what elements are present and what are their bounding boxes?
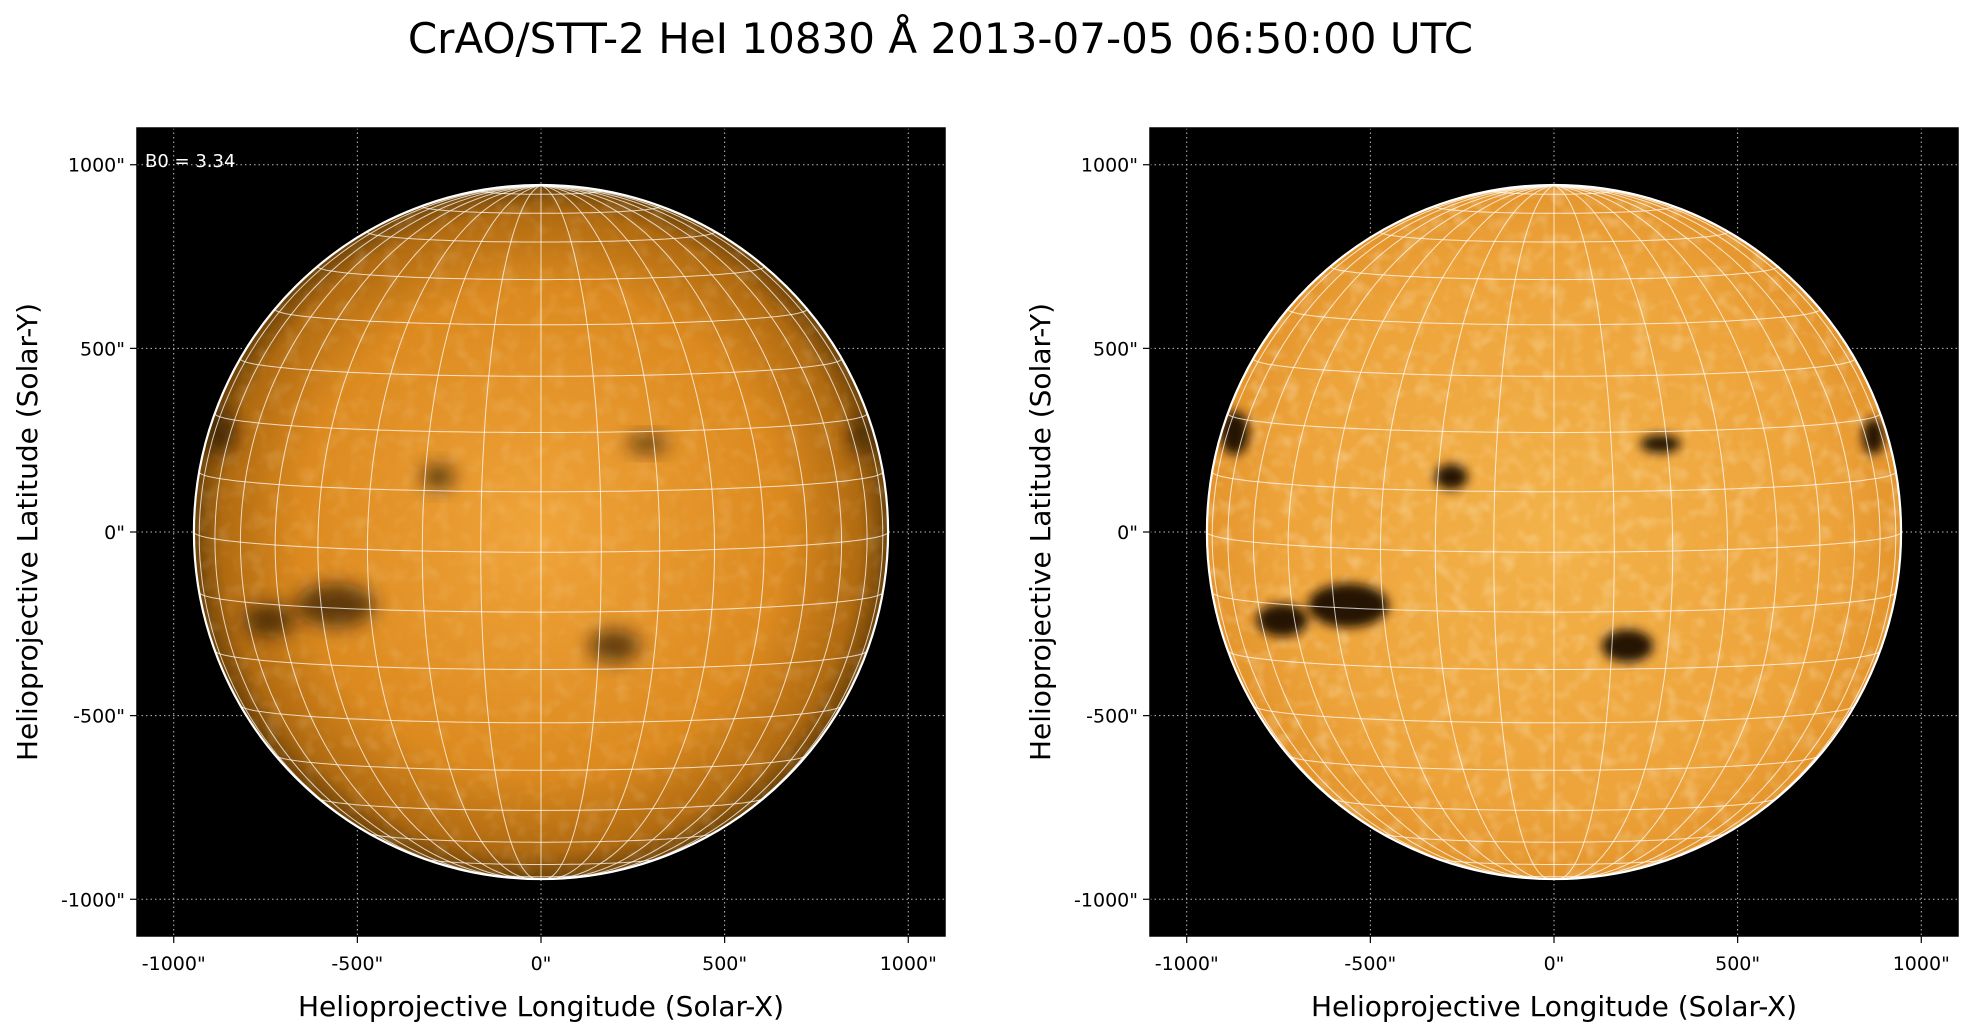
y-tick-label: -1000" xyxy=(61,889,125,911)
left-panel: -1000" 1000" -500" 500" 0" 0" 500" -500" 1000" -1… xyxy=(11,127,946,1023)
y-axis-label: Helioprojective Latitude (Solar-Y) xyxy=(1024,303,1057,761)
graticule-line xyxy=(480,185,542,880)
b0-annotation: B0 = 3.34 xyxy=(145,151,235,172)
x-tick-label: -500" xyxy=(1344,953,1396,975)
graticule-line xyxy=(1553,185,1821,879)
graticule-line xyxy=(1379,185,1555,880)
graticule-line xyxy=(1434,185,1555,880)
graticule-line xyxy=(366,185,542,880)
graticule-line xyxy=(540,185,716,880)
graticule-line xyxy=(1553,185,1881,875)
solar-limb xyxy=(192,183,890,881)
graticule-line xyxy=(1553,185,1615,880)
y-tick-label: -1000" xyxy=(1074,889,1138,911)
x-tick-label: -500" xyxy=(331,953,383,975)
graticule-line xyxy=(198,185,542,860)
graticule-line xyxy=(421,185,542,880)
graticule-line xyxy=(1553,185,1778,879)
x-tick-label: 500" xyxy=(702,953,747,975)
dark-feature xyxy=(421,464,455,490)
graticule-line xyxy=(540,185,843,877)
dark-feature xyxy=(294,583,376,628)
solar-limb xyxy=(1205,183,1903,881)
x-tick-label: 500" xyxy=(1715,953,1760,975)
x-tick-label: -1000" xyxy=(1155,953,1219,975)
x-tick-label: 0" xyxy=(531,953,552,975)
dark-feature xyxy=(243,603,295,637)
graticule-line xyxy=(540,185,602,880)
dark-feature xyxy=(1640,434,1681,454)
figure-title: CrAO/STT-2 HeI 10830 Å 2013-07-05 06:50:… xyxy=(407,14,1474,63)
x-tick-label: 0" xyxy=(1544,953,1565,975)
dark-feature xyxy=(1434,464,1468,490)
dark-feature xyxy=(588,629,641,663)
y-axis-label: Helioprojective Latitude (Solar-Y) xyxy=(11,303,44,761)
y-tick-label: -500" xyxy=(73,706,125,728)
graticule-line xyxy=(1553,185,1674,880)
dark-feature xyxy=(1601,629,1654,663)
graticule-line xyxy=(1330,185,1555,879)
y-tick-label: 500" xyxy=(80,338,125,360)
graticule-line xyxy=(239,185,542,877)
graticule-line xyxy=(540,185,868,875)
graticule-line xyxy=(540,185,661,880)
graticule-line xyxy=(1252,185,1555,877)
y-tick-label: 500" xyxy=(1093,338,1138,360)
dark-feature xyxy=(1219,410,1250,455)
dark-feature xyxy=(206,410,237,455)
graticule-line xyxy=(1211,185,1555,860)
y-tick-label: 1000" xyxy=(1081,155,1138,177)
x-tick-label: 1000" xyxy=(880,953,937,975)
heliographic-grid xyxy=(193,185,889,880)
x-tick-label: 1000" xyxy=(1893,953,1950,975)
x-axis-label: Helioprojective Longitude (Solar-X) xyxy=(1311,990,1797,1023)
graticule-line xyxy=(540,185,765,879)
graticule-line xyxy=(1227,185,1555,875)
x-tick-label: -1000" xyxy=(142,953,206,975)
dark-feature xyxy=(1256,603,1308,637)
heliographic-grid xyxy=(1206,185,1902,880)
right-panel: -1000" 1000" -500" 500" 0" 0" 500" -500" 1000" -1… xyxy=(1024,127,1959,1023)
graticule-line xyxy=(274,185,542,879)
y-tick-label: -500" xyxy=(1086,706,1138,728)
graticule-line xyxy=(1553,185,1897,860)
graticule-line xyxy=(540,185,808,879)
graticule-line xyxy=(1493,185,1555,880)
dark-feature xyxy=(627,434,668,454)
x-axis-label: Helioprojective Longitude (Solar-X) xyxy=(298,990,784,1023)
dark-feature xyxy=(1307,583,1389,628)
graticule-line xyxy=(214,185,542,875)
graticule-line xyxy=(540,185,884,860)
y-tick-label: 1000" xyxy=(68,155,125,177)
graticule-line xyxy=(1553,185,1856,877)
y-tick-label: 0" xyxy=(1117,522,1138,544)
y-tick-label: 0" xyxy=(104,522,125,544)
graticule-line xyxy=(317,185,542,879)
dark-features xyxy=(1219,410,1885,663)
graticule-line xyxy=(1287,185,1555,879)
graticule-line xyxy=(1553,185,1729,880)
